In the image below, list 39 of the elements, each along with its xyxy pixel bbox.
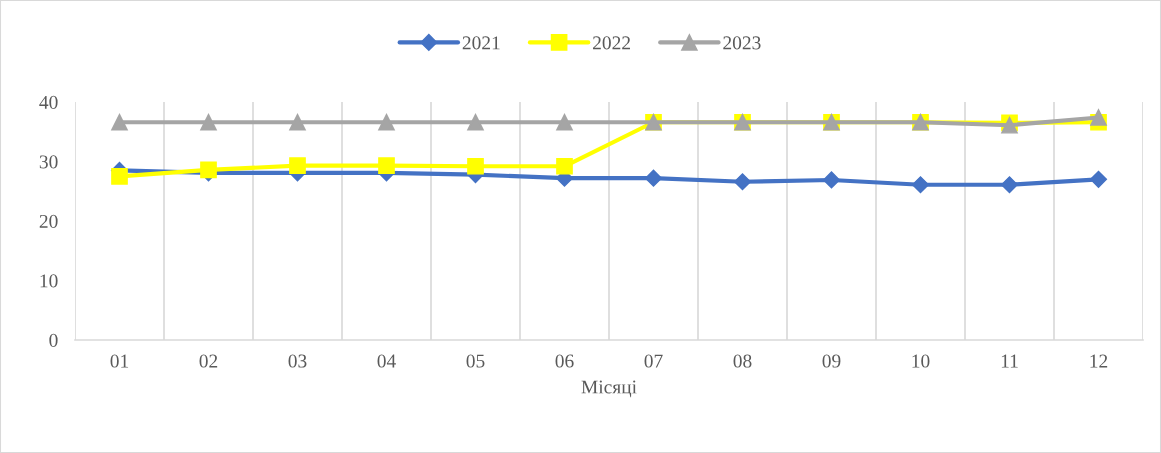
- legend-label: 2022: [593, 36, 630, 50]
- point: [111, 168, 128, 185]
- point: [200, 113, 217, 131]
- x-tick-label: 06: [555, 354, 574, 368]
- point: [111, 113, 128, 131]
- point: [911, 176, 930, 194]
- y-tick-label: 20: [39, 214, 58, 228]
- y-tick-label: 10: [40, 274, 58, 288]
- point: [822, 171, 841, 189]
- x-tick-label: 10: [912, 354, 930, 368]
- y-tick-label: 0: [49, 333, 58, 347]
- point: [467, 113, 484, 131]
- point: [378, 157, 395, 175]
- x-tick-label: 03: [288, 354, 307, 368]
- x-tick-label: 05: [466, 354, 485, 368]
- point: [733, 173, 752, 191]
- point: [378, 113, 395, 131]
- x-tick-label: 08: [733, 354, 752, 368]
- point: [289, 113, 306, 131]
- point: [1089, 170, 1108, 188]
- point: [289, 157, 306, 175]
- y-tick-label: 30: [39, 155, 58, 169]
- point: [556, 113, 573, 131]
- point: [467, 157, 484, 175]
- point: [556, 157, 573, 175]
- point: [1090, 109, 1107, 126]
- x-tick-label: 09: [822, 354, 841, 368]
- x-tick-label: 01: [110, 354, 129, 368]
- x-axis-title: Місяці: [581, 380, 637, 398]
- x-tick-label: 11: [1001, 354, 1018, 368]
- point: [1000, 176, 1019, 194]
- y-tick-label: 40: [39, 95, 58, 109]
- x-tick-label: 07: [644, 354, 663, 368]
- x-tick-label: 04: [377, 354, 396, 368]
- legend-label: 2021: [462, 36, 500, 50]
- legend-label: 2023: [723, 36, 761, 50]
- x-tick-label: 12: [1090, 354, 1108, 368]
- point: [644, 169, 663, 187]
- x-tick-label: 02: [199, 354, 218, 368]
